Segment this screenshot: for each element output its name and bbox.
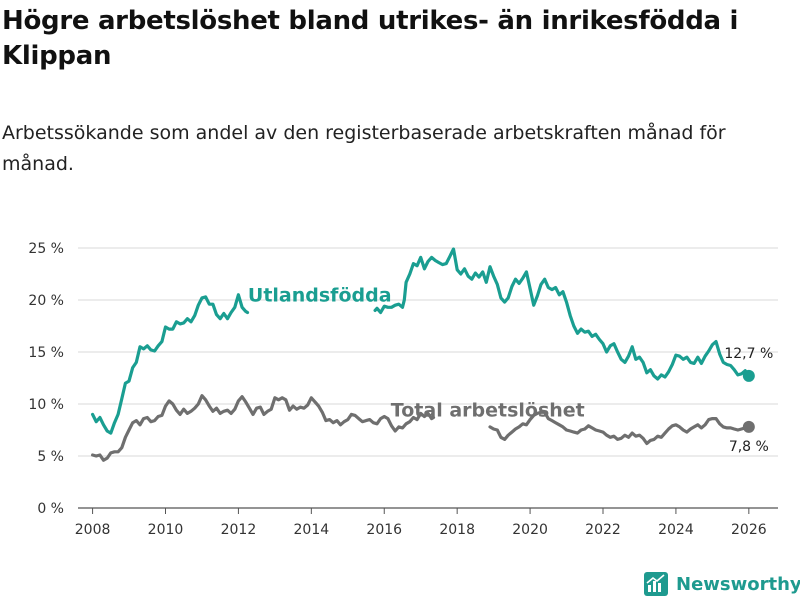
series-line-utlandsfodda xyxy=(373,247,751,381)
x-tick-label: 2010 xyxy=(148,522,184,538)
y-tick-label: 20 % xyxy=(28,293,64,309)
y-tick-label: 10 % xyxy=(28,397,64,413)
y-axis-tick-labels: 0 % 5 % 10 % 15 % 20 % 25 % xyxy=(28,241,64,517)
series-layer xyxy=(91,247,755,462)
x-tick-label: 2014 xyxy=(294,522,330,538)
series-end-point-total xyxy=(742,420,755,433)
grid-lines xyxy=(78,247,778,509)
brand-name: Newsworthy xyxy=(676,573,800,595)
series-line-total xyxy=(91,394,436,462)
x-axis: 2008 2010 2012 2014 2016 2018 2020 2022 2024 2026 xyxy=(75,508,767,538)
series-label-utlandsfodda: Utlandsfödda xyxy=(248,284,392,306)
x-tick-label: 2022 xyxy=(585,522,621,538)
series-line-total xyxy=(488,410,751,446)
x-tick-label: 2016 xyxy=(366,522,402,538)
newsworthy-logo-icon xyxy=(644,572,668,596)
y-tick-label: 25 % xyxy=(28,241,64,257)
y-tick-label: 0 % xyxy=(37,501,64,517)
chart-title: Högre arbetslöshet bland utrikes- än inr… xyxy=(2,6,739,71)
y-tick-label: 5 % xyxy=(37,449,64,465)
x-tick-label: 2026 xyxy=(731,522,767,538)
x-tick-label: 2024 xyxy=(658,522,694,538)
series-label-total: Total arbetslöshet xyxy=(391,400,585,422)
x-tick-label: 2008 xyxy=(75,522,111,538)
chart-subtitle: Arbetssökande som andel av den registerb… xyxy=(2,122,726,175)
series-line-utlandsfodda xyxy=(91,293,250,435)
label-layer: Utlandsfödda Total arbetslöshet 12,7 % 7,8 … xyxy=(248,284,773,455)
newsworthy-brand[interactable]: Newsworthy xyxy=(644,570,800,598)
x-tick-label: 2020 xyxy=(512,522,548,538)
end-value-label-total: 7,8 % xyxy=(729,439,769,455)
y-tick-label: 15 % xyxy=(28,345,64,361)
end-value-label-utlandsfodda: 12,7 % xyxy=(724,346,773,362)
x-tick-label: 2018 xyxy=(439,522,475,538)
x-tick-label: 2012 xyxy=(221,522,257,538)
series-end-point-utlandsfodda xyxy=(742,369,755,382)
